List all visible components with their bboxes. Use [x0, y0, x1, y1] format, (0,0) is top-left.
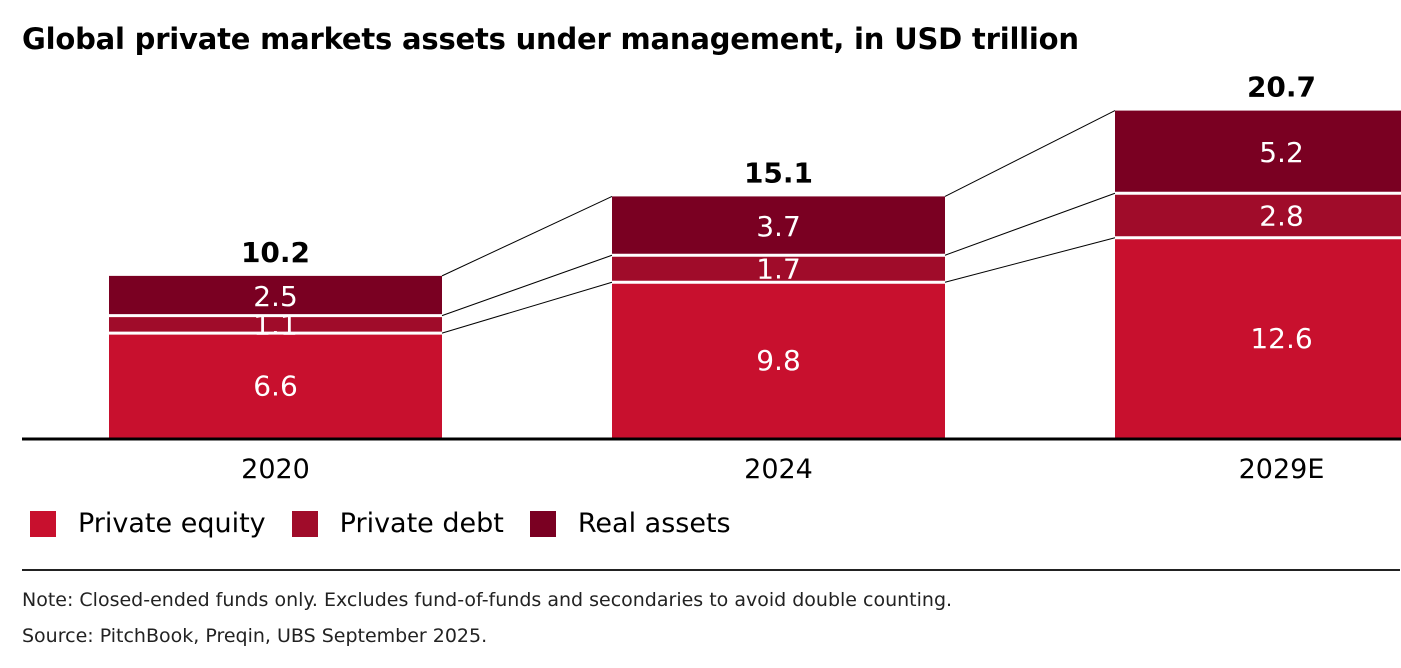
bar-private-debt-2020	[109, 315, 442, 334]
bar-private-debt-2024	[612, 255, 945, 283]
bar-real-assets-2024	[612, 196, 945, 256]
legend-label-private-debt: Private debt	[339, 508, 504, 539]
legend-item-private-debt: Private debt	[291, 508, 504, 539]
legend-swatch-real-assets	[529, 510, 556, 537]
bar-group	[109, 110, 1401, 438]
connector-line	[441, 195, 613, 277]
legend-swatch-private-equity	[30, 510, 56, 537]
segment-label-real-assets-2029E: 5.2	[1259, 136, 1304, 169]
footer-divider	[22, 569, 1400, 571]
bar-private-debt-2029E	[1115, 193, 1401, 238]
legend-label-private-equity: Private equity	[78, 508, 266, 539]
stacked-bar-chart: 6.6 1.12.5 9.8 1.7 3.7 12.6 2.8 5.2 10.2 15.1 20.…	[22, 71, 1401, 485]
x-tick-2029E: 2029E	[1239, 454, 1325, 485]
connector-line	[441, 281, 613, 334]
segment-label-private-debt-2029E: 2.8	[1259, 199, 1304, 232]
segment-label-group: 6.6 1.12.5 9.8 1.7 3.7 12.6 2.8 5.2	[253, 136, 1312, 403]
bar-real-assets-2029E	[1115, 110, 1401, 194]
legend-swatch-private-debt	[291, 510, 318, 537]
chart-title: Global private markets assets under mana…	[22, 22, 1079, 56]
total-label-2029E: 20.7	[1247, 71, 1316, 104]
total-label-group: 10.2 15.1 20.7	[241, 71, 1316, 269]
segment-label-private-debt-2020: 1.1	[253, 308, 298, 341]
connector-line	[944, 110, 1116, 197]
legend-item-real-assets: Real assets	[529, 508, 731, 539]
segment-label-private-debt-2024: 1.7	[756, 253, 801, 286]
x-tick-2024: 2024	[744, 454, 813, 485]
total-label-2020: 10.2	[241, 236, 310, 269]
segment-label-real-assets-2020: 2.5	[253, 280, 298, 313]
x-tick-group: 2020 2024 2029E	[241, 454, 1324, 485]
segment-label-private-equity-2029E: 12.6	[1250, 322, 1312, 355]
segment-label-private-equity-2024: 9.8	[756, 344, 801, 377]
connector-line	[441, 254, 613, 317]
source-note: Source: PitchBook, Preqin, UBS September…	[22, 625, 488, 647]
footnote: Note: Closed-ended funds only. Excludes …	[22, 589, 953, 611]
connector-lines	[441, 110, 1116, 334]
bar-private-equity-2020	[109, 333, 442, 438]
bar-private-equity-2029E	[1115, 237, 1401, 438]
total-label-2024: 15.1	[744, 156, 813, 189]
bar-private-equity-2024	[612, 282, 945, 438]
connector-line	[944, 237, 1116, 283]
legend: Private equity Private debt Real assets	[30, 508, 757, 539]
connector-line	[944, 192, 1116, 256]
legend-label-real-assets: Real assets	[577, 508, 731, 539]
legend-item-private-equity: Private equity	[30, 508, 266, 539]
x-tick-2020: 2020	[241, 454, 310, 485]
bar-real-assets-2020	[109, 275, 442, 316]
segment-label-real-assets-2024: 3.7	[756, 210, 801, 243]
segment-label-private-equity-2020: 6.6	[253, 370, 298, 403]
